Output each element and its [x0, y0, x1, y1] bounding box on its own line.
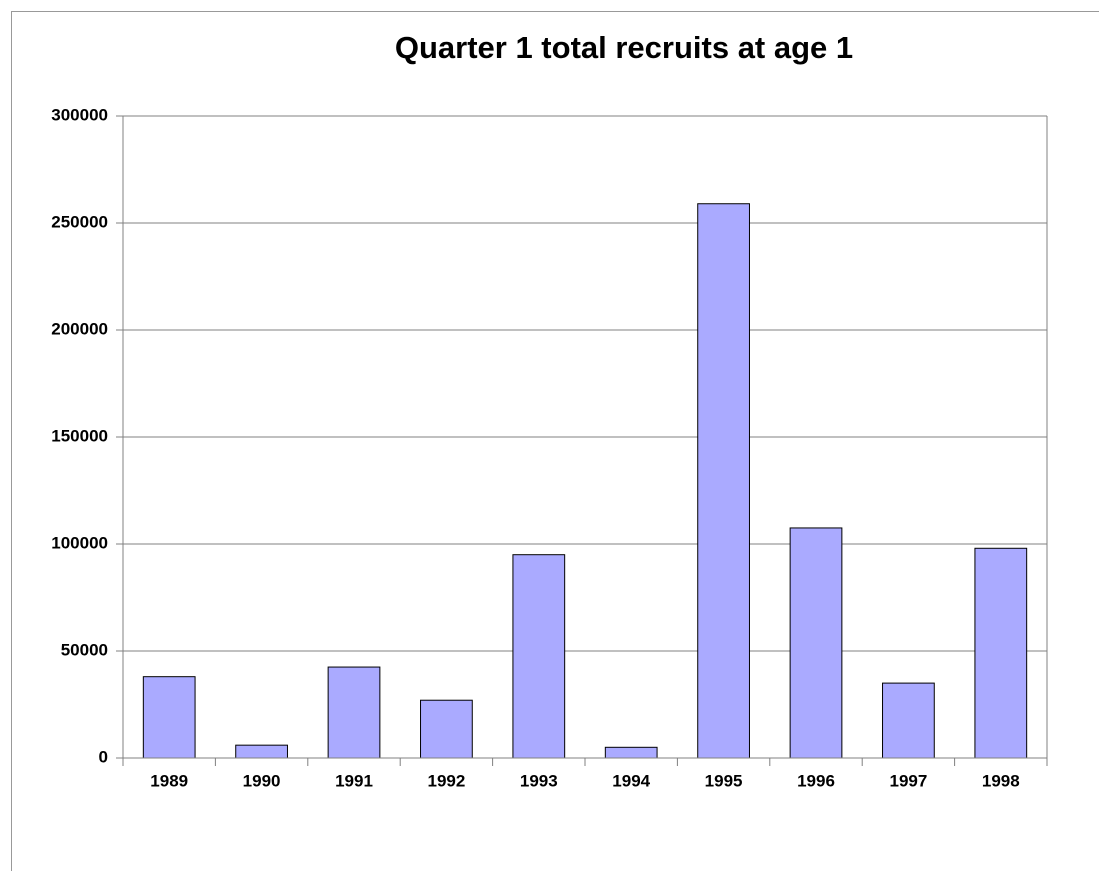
x-tick-label: 1998	[982, 771, 1020, 790]
y-tick-label: 200000	[51, 319, 108, 338]
bar	[789, 527, 843, 759]
x-tick-label: 1996	[797, 771, 835, 790]
x-tick-label: 1989	[150, 771, 188, 790]
x-tick-label: 1997	[889, 771, 927, 790]
chart-frame	[11, 11, 1099, 871]
bar	[142, 676, 196, 759]
y-tick-label: 300000	[51, 105, 108, 124]
y-tick-label: 250000	[51, 212, 108, 231]
bar	[512, 554, 566, 759]
x-tick-label: 1993	[520, 771, 558, 790]
x-tick-label: 1990	[243, 771, 281, 790]
x-tick-label: 1992	[427, 771, 465, 790]
bar	[235, 744, 288, 759]
bar	[420, 699, 473, 759]
y-tick-label: 0	[99, 747, 108, 766]
y-tick-label: 150000	[51, 426, 108, 445]
y-tick-label: 50000	[61, 640, 108, 659]
bar	[604, 746, 658, 759]
bar	[697, 203, 750, 759]
bar	[327, 666, 381, 759]
bar	[882, 682, 935, 759]
x-tick-label: 1991	[335, 771, 373, 790]
x-tick-label: 1994	[612, 771, 650, 790]
x-tick-label: 1995	[705, 771, 743, 790]
bar	[974, 547, 1028, 759]
y-tick-label: 100000	[51, 533, 108, 552]
chart-title: Quarter 1 total recruits at age 1	[395, 30, 853, 65]
